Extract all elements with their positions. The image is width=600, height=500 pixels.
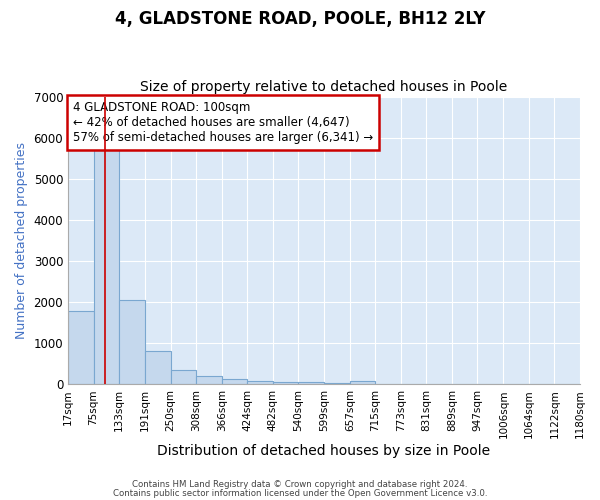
Title: Size of property relative to detached houses in Poole: Size of property relative to detached ho… bbox=[140, 80, 508, 94]
Bar bbox=[324, 383, 350, 384]
Y-axis label: Number of detached properties: Number of detached properties bbox=[15, 142, 28, 339]
Text: 4 GLADSTONE ROAD: 100sqm
← 42% of detached houses are smaller (4,647)
57% of sem: 4 GLADSTONE ROAD: 100sqm ← 42% of detach… bbox=[73, 102, 373, 144]
Bar bbox=[247, 381, 273, 384]
Bar bbox=[298, 382, 324, 384]
Bar bbox=[170, 370, 196, 384]
Bar bbox=[273, 382, 298, 384]
Bar bbox=[221, 380, 247, 384]
Text: Contains HM Land Registry data © Crown copyright and database right 2024.: Contains HM Land Registry data © Crown c… bbox=[132, 480, 468, 489]
Bar bbox=[350, 382, 376, 384]
Bar bbox=[94, 148, 119, 384]
Text: 4, GLADSTONE ROAD, POOLE, BH12 2LY: 4, GLADSTONE ROAD, POOLE, BH12 2LY bbox=[115, 10, 485, 28]
Bar bbox=[196, 376, 221, 384]
Text: Contains public sector information licensed under the Open Government Licence v3: Contains public sector information licen… bbox=[113, 488, 487, 498]
Bar bbox=[68, 312, 94, 384]
Bar bbox=[145, 350, 170, 384]
Bar bbox=[119, 300, 145, 384]
X-axis label: Distribution of detached houses by size in Poole: Distribution of detached houses by size … bbox=[157, 444, 491, 458]
